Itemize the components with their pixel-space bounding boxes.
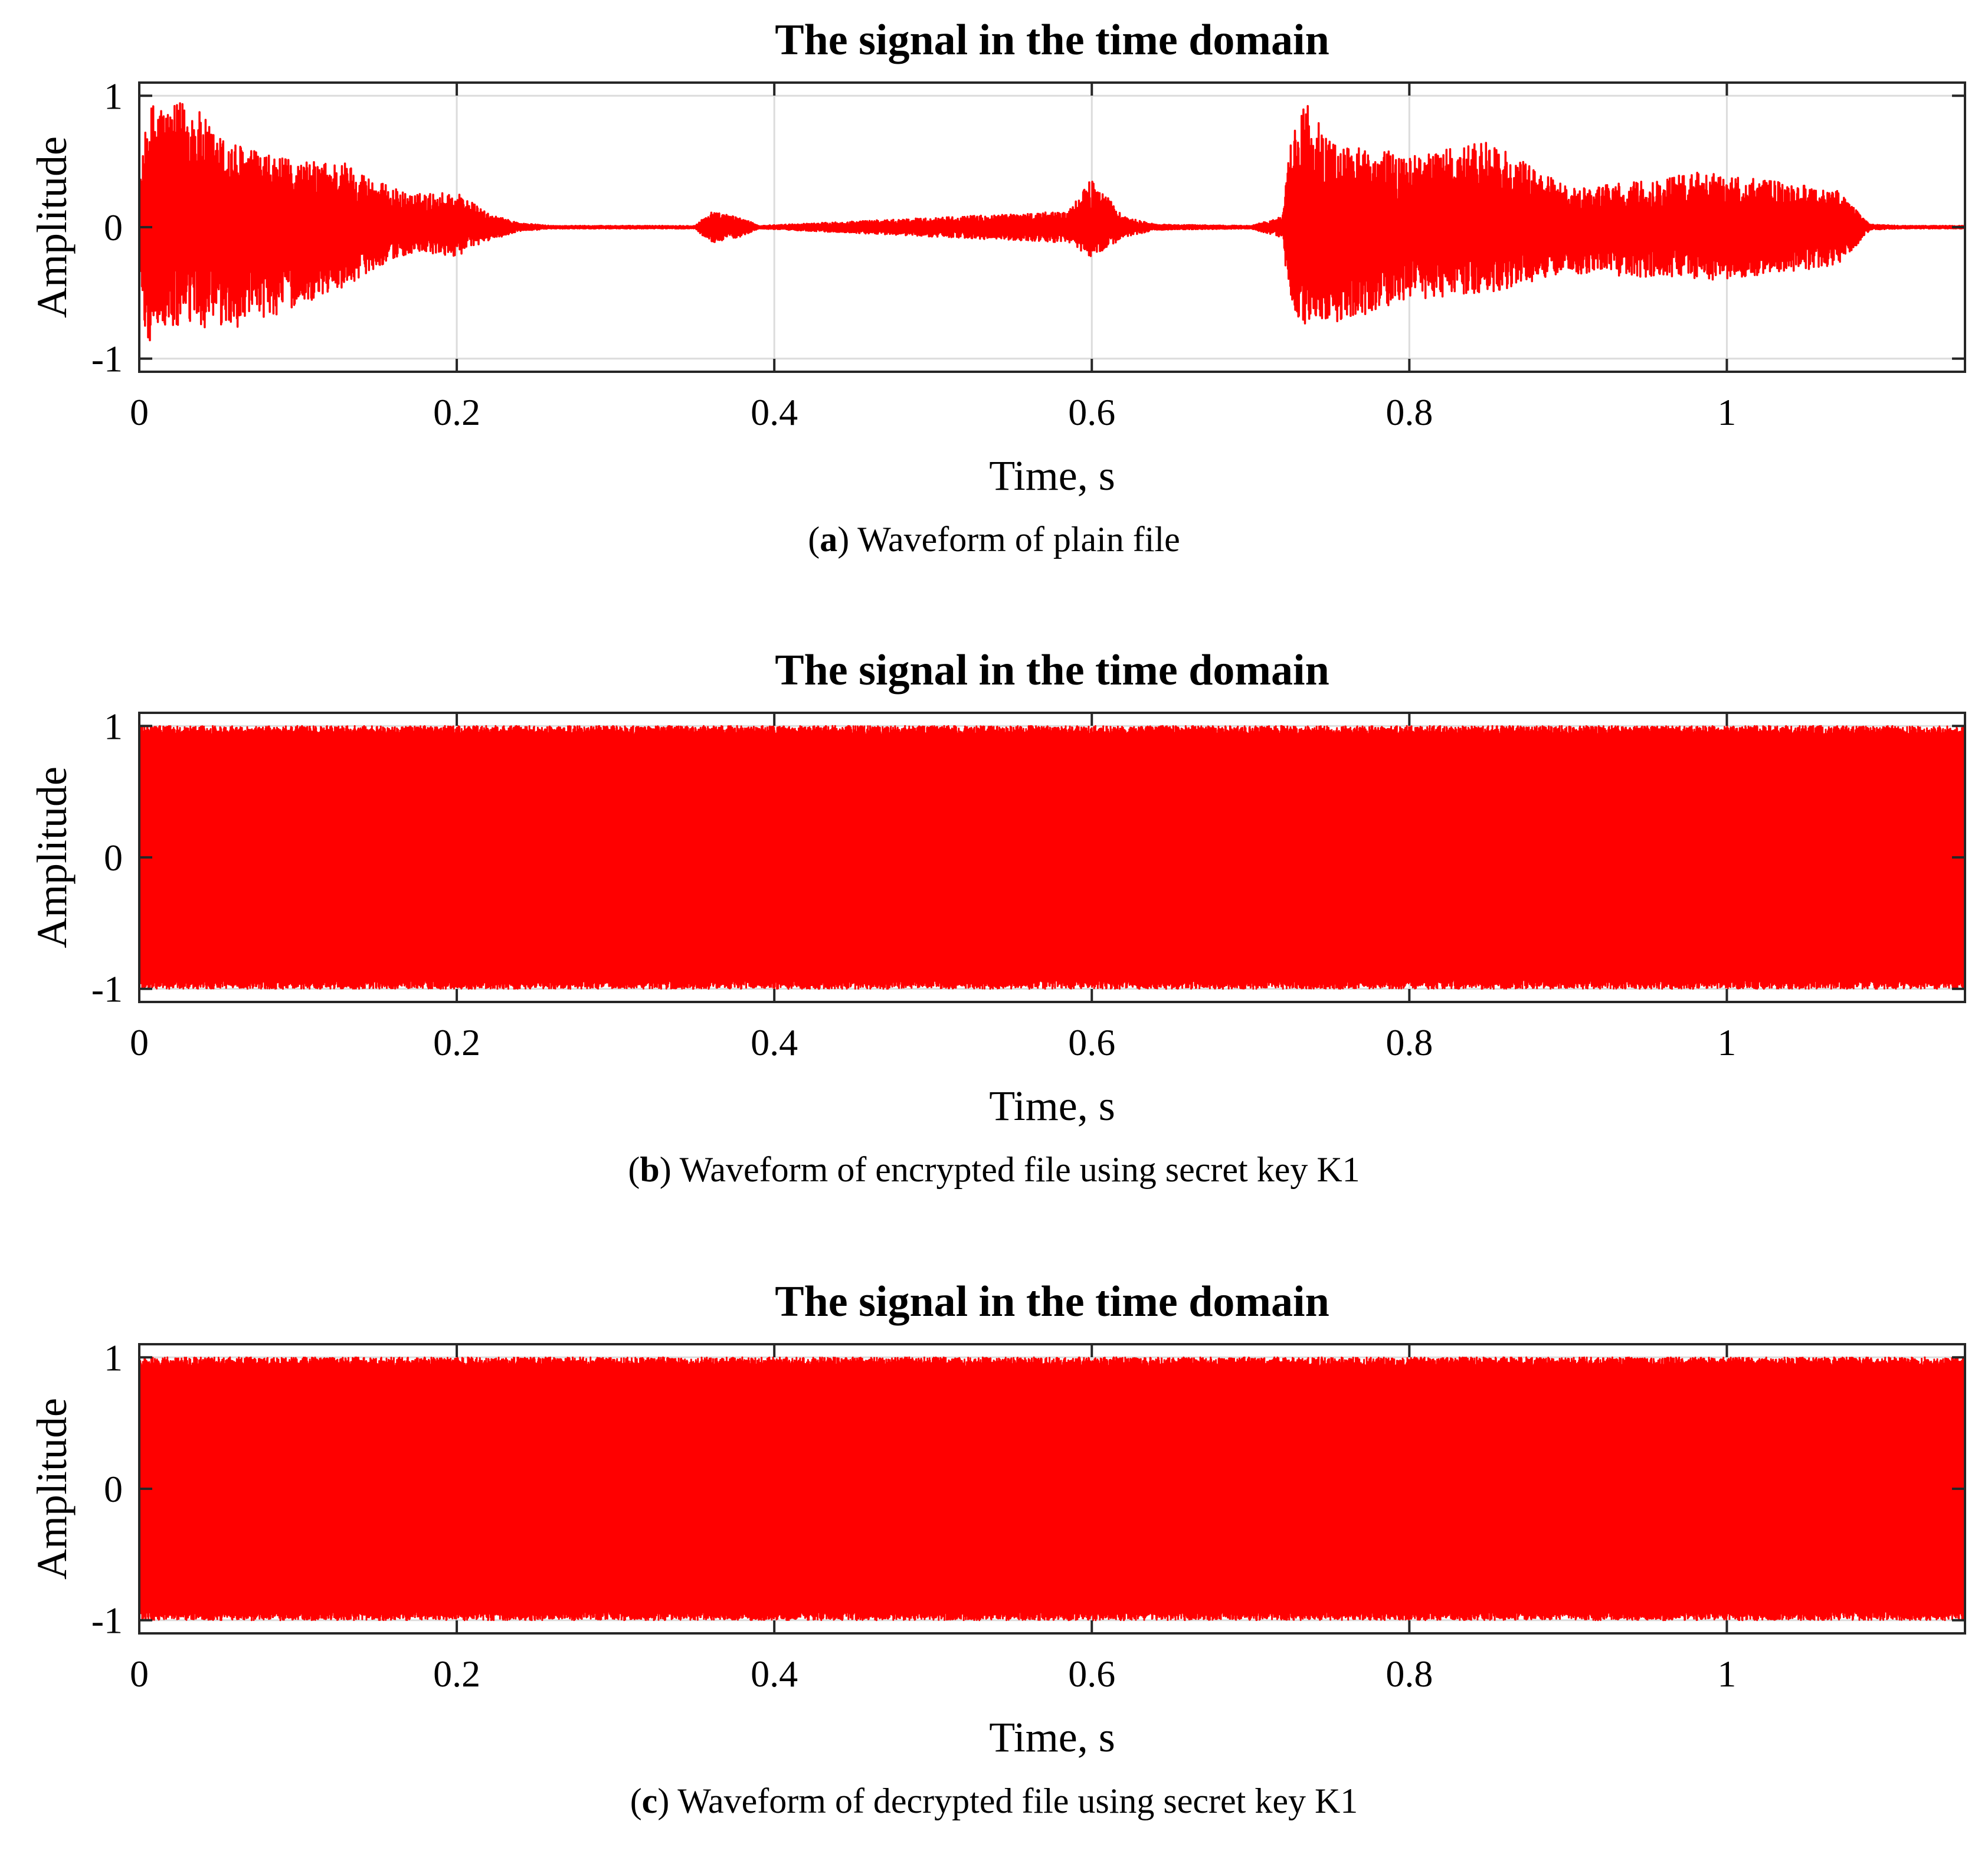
x-tick-label: 0.6: [1068, 1653, 1115, 1695]
x-tick-label: 1: [1717, 1653, 1736, 1695]
y-tick-label: 0: [104, 837, 123, 879]
caption-c-label: c: [641, 1781, 658, 1820]
waveform-series: [138, 102, 1966, 342]
panel-c: 0 0.2 0.4 0.6 0.8 1 1 0 -1 The signal in the time…: [0, 1262, 1988, 1852]
y-tick-label: 1: [104, 75, 123, 117]
x-tick-label: 0.4: [751, 391, 798, 433]
x-tick-label: 1: [1717, 391, 1736, 433]
waveform-series: [138, 725, 1966, 990]
x-tick-label: 0: [130, 1653, 149, 1695]
x-tick-label: 0.2: [433, 391, 480, 433]
chart-title: The signal in the time domain: [775, 646, 1329, 695]
x-tick-label: 1: [1717, 1021, 1736, 1063]
caption-a: (a) Waveform of plain file: [808, 520, 1180, 559]
chart-title: The signal in the time domain: [775, 16, 1329, 64]
x-tick-label: 0.2: [433, 1653, 480, 1695]
y-tick-label: 1: [104, 705, 123, 747]
y-axis-label: Amplitude: [28, 767, 76, 948]
caption-c-text: Waveform of decrypted file using secret …: [677, 1781, 1358, 1820]
x-tick-label: 0: [130, 391, 149, 433]
y-tick-label: -1: [91, 1600, 123, 1642]
y-tick-label: 0: [104, 207, 123, 248]
x-tick-label: 0.8: [1386, 1653, 1433, 1695]
y-tick-label: -1: [91, 338, 123, 380]
x-tick-label: 0: [130, 1021, 149, 1063]
caption-a-label: a: [820, 520, 838, 559]
chart-title: The signal in the time domain: [775, 1278, 1329, 1326]
y-tick-label: -1: [91, 968, 123, 1010]
y-tick-label: 0: [104, 1468, 123, 1510]
y-axis-label: Amplitude: [28, 1398, 76, 1580]
x-tick-label: 0.4: [751, 1021, 798, 1063]
x-tick-label: 0.8: [1386, 391, 1433, 433]
x-axis-label: Time, s: [989, 1714, 1115, 1761]
x-tick-label: 0.6: [1068, 391, 1115, 433]
y-axis-label: Amplitude: [28, 136, 76, 318]
panel-b: 0 0.2 0.4 0.6 0.8 1 1 0 -1 The signal in the time…: [0, 630, 1988, 1220]
x-tick-label: 0.4: [751, 1653, 798, 1695]
caption-c: (c) Waveform of decrypted file using sec…: [630, 1781, 1358, 1820]
caption-b: (b) Waveform of encrypted file using sec…: [628, 1150, 1360, 1189]
x-axis-label: Time, s: [989, 452, 1115, 499]
y-tick-label: 1: [104, 1337, 123, 1378]
x-axis-label: Time, s: [989, 1082, 1115, 1129]
x-tick-label: 0.2: [433, 1021, 480, 1063]
caption-a-text: Waveform of plain file: [857, 520, 1180, 559]
waveform-series: [138, 1356, 1966, 1622]
caption-b-text: Waveform of encrypted file using secret …: [679, 1150, 1360, 1189]
x-tick-label: 0.8: [1386, 1021, 1433, 1063]
x-tick-label: 0.6: [1068, 1021, 1115, 1063]
caption-b-label: b: [640, 1150, 660, 1189]
panel-a: 0 0.2 0.4 0.6 0.8 1 1 0 -1 The signal in the time…: [0, 0, 1988, 590]
